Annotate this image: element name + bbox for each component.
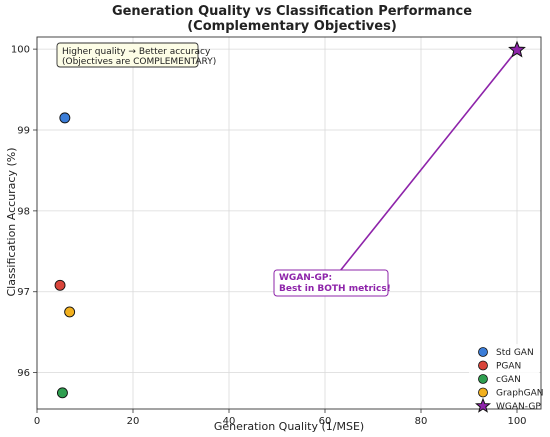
legend: Std GAN PGAN cGAN GraphGAN WGAN-GP	[469, 344, 543, 413]
x-tick-label: 40	[223, 416, 236, 427]
data-points	[54, 40, 526, 399]
legend-marker-std-gan	[478, 347, 488, 357]
callout-line-1: WGAN-GP:	[279, 273, 332, 283]
y-tick-label: 99	[17, 126, 30, 137]
legend-marker-graphgan	[478, 387, 488, 398]
info-box-line-1: Higher quality → Better accuracy	[62, 47, 211, 57]
chart-title: Generation Quality vs Classification Per…	[112, 4, 472, 19]
x-tick-label: 60	[319, 416, 332, 427]
wgan-gp-callout: WGAN-GP: Best in BOTH metrics!	[273, 49, 518, 297]
x-tick-label: 0	[34, 416, 40, 427]
x-tick-label: 20	[127, 416, 140, 427]
callout-arrow	[339, 49, 518, 272]
info-box-frame	[56, 42, 199, 68]
y-tick-label: 97	[17, 287, 30, 298]
std-gan-point	[59, 112, 71, 124]
x-axis-label: Generation Quality (1/MSE)	[214, 420, 364, 433]
info-box: Higher quality → Better accuracy (Object…	[56, 42, 216, 68]
x-tick-label: 80	[415, 416, 428, 427]
graphgan-point	[64, 306, 76, 318]
grid	[36, 37, 541, 409]
y-tick-label: 98	[17, 206, 30, 217]
y-axis-label: Classification Accuracy (%)	[5, 147, 18, 296]
legend-marker-cgan	[478, 374, 488, 384]
info-box-line-2: (Objectives are COMPLEMENTARY)	[62, 57, 216, 67]
legend-label-graphgan: GraphGAN	[496, 389, 543, 399]
legend-marker-pgan	[478, 360, 488, 371]
legend-label-pgan: PGAN	[496, 362, 521, 372]
legend-label-std-gan: Std GAN	[496, 348, 534, 358]
legend-label-cgan: cGAN	[496, 375, 521, 385]
pgan-point	[54, 279, 66, 291]
x-tick-label: 100	[507, 416, 526, 427]
chart-subtitle: (Complementary Objectives)	[187, 19, 397, 34]
cgan-point	[56, 387, 68, 399]
x-axis-ticks: 0 20 40 60 80 100	[34, 409, 527, 427]
y-tick-label: 100	[11, 45, 30, 56]
legend-marker-wgan-gp	[475, 397, 491, 413]
legend-label-wgan-gp: WGAN-GP	[496, 402, 541, 412]
y-axis-ticks: 96 97 98 99 100	[11, 45, 37, 379]
callout-line-2: Best in BOTH metrics!	[279, 284, 391, 294]
callout-box	[273, 269, 389, 297]
y-tick-label: 96	[17, 368, 30, 379]
wgan-gp-point	[508, 40, 526, 58]
plot-frame	[36, 36, 542, 410]
